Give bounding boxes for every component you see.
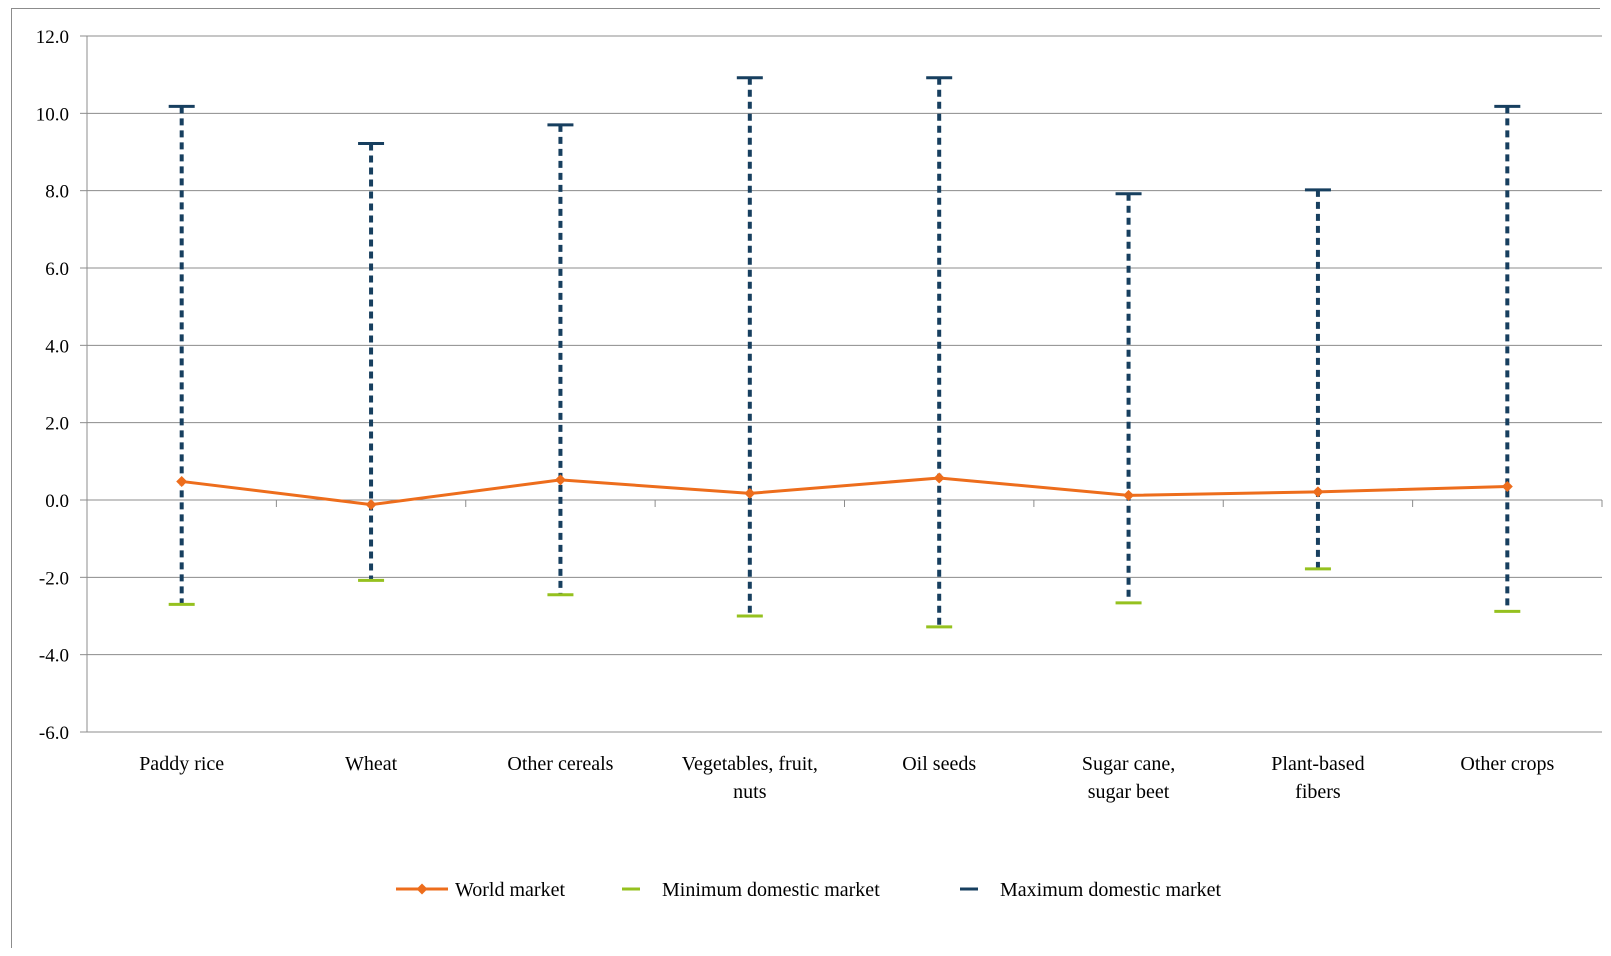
- domestic-range-lines: [179, 77, 1510, 627]
- world-market-point: [365, 499, 377, 511]
- y-tick-label: 8.0: [45, 182, 69, 203]
- gridlines: [80, 35, 1602, 733]
- y-tick-label: -6.0: [39, 723, 69, 744]
- x-tick-label: fibers: [1295, 781, 1341, 803]
- legend-min-domestic-label: Minimum domestic market: [662, 879, 880, 901]
- y-axis-ticks: -6.0 -4.0 -2.0 0.0 2.0 4.0 6.0 8.0 10.0 12.0: [36, 27, 69, 744]
- world-market-point: [554, 474, 566, 486]
- y-tick-label: -4.0: [39, 646, 69, 667]
- y-tick-label: 4.0: [45, 336, 69, 357]
- world-market-point: [176, 475, 188, 487]
- x-tick-label: nuts: [733, 781, 767, 803]
- world-market-point: [1123, 489, 1135, 501]
- x-tick-label: Other cereals: [507, 753, 613, 775]
- y-tick-label: 6.0: [45, 259, 69, 280]
- world-market-point: [933, 472, 945, 484]
- y-tick-label: 10.0: [36, 104, 69, 125]
- x-tick-label: sugar beet: [1088, 781, 1170, 803]
- world-market-point: [1312, 486, 1324, 498]
- legend-world-market-label: World market: [455, 879, 565, 901]
- legend-world-market-diamond: [416, 883, 428, 895]
- world-market-point: [1501, 480, 1513, 492]
- x-tick-label: Paddy rice: [139, 753, 224, 775]
- world-market-point: [744, 487, 756, 499]
- series-marks: [168, 76, 1521, 629]
- y-tick-label: -2.0: [39, 568, 69, 589]
- x-tick-label: Plant-based: [1271, 753, 1364, 775]
- y-tick-label: 2.0: [45, 414, 69, 435]
- chart-frame: [11, 8, 1600, 948]
- x-tick-label: Oil seeds: [902, 753, 976, 775]
- legend-max-domestic-label: Maximum domestic market: [1000, 879, 1222, 901]
- y-tick-label: 12.0: [36, 27, 69, 48]
- x-tick-label: Vegetables, fruit,: [682, 753, 818, 775]
- x-axis: Paddy rice Wheat Other cereals Vegetables, …: [86, 36, 1603, 803]
- y-tick-label: 0.0: [45, 491, 69, 512]
- world-market-line: [181, 476, 1508, 507]
- legend: World market Minimum domestic market Maxim…: [396, 879, 1222, 901]
- x-tick-label: Wheat: [345, 753, 398, 775]
- x-tick-label: Other crops: [1460, 753, 1554, 775]
- x-tick-label: Sugar cane,: [1082, 753, 1175, 775]
